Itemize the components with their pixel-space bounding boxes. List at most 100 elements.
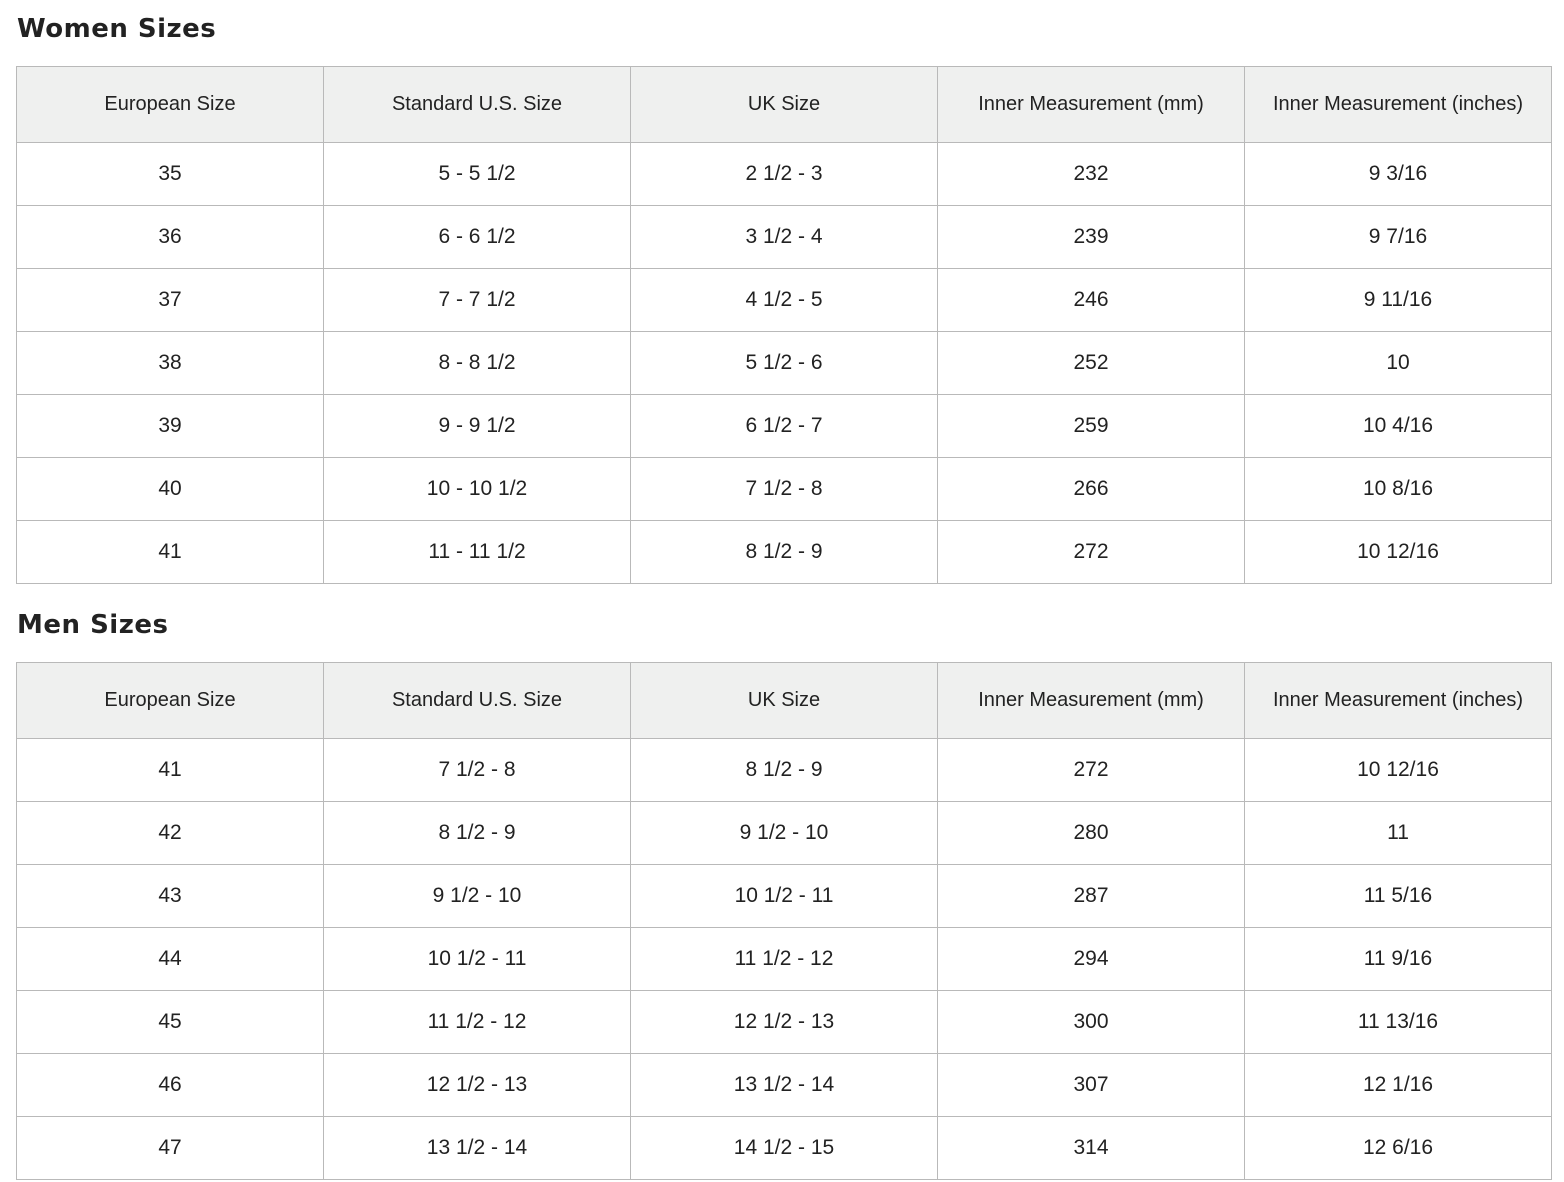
cell-inner-mm: 272	[937, 520, 1245, 584]
cell-inner-mm: 259	[937, 394, 1245, 458]
women-sizes-title: Women Sizes	[17, 14, 217, 44]
cell-european-size: 47	[16, 1116, 324, 1180]
cell-inner-inches: 9 7/16	[1244, 205, 1552, 269]
column-header-uk-size: UK Size	[630, 662, 938, 739]
column-header-inner-mm: Inner Measurement (mm)	[937, 66, 1245, 143]
table-row: 39 9 - 9 1/2 6 1/2 - 7 259 10 4/16	[16, 394, 1552, 458]
cell-inner-mm: 314	[937, 1116, 1245, 1180]
table-row: 35 5 - 5 1/2 2 1/2 - 3 232 9 3/16	[16, 142, 1552, 206]
cell-inner-mm: 287	[937, 864, 1245, 928]
cell-inner-inches: 11 13/16	[1244, 990, 1552, 1054]
cell-uk-size: 13 1/2 - 14	[630, 1053, 938, 1117]
cell-us-size: 12 1/2 - 13	[323, 1053, 631, 1117]
cell-uk-size: 11 1/2 - 12	[630, 927, 938, 991]
cell-us-size: 7 - 7 1/2	[323, 268, 631, 332]
cell-european-size: 36	[16, 205, 324, 269]
cell-inner-inches: 10 12/16	[1244, 520, 1552, 584]
table-row: 44 10 1/2 - 11 11 1/2 - 12 294 11 9/16	[16, 927, 1552, 991]
cell-inner-mm: 272	[937, 738, 1245, 802]
cell-uk-size: 3 1/2 - 4	[630, 205, 938, 269]
cell-us-size: 5 - 5 1/2	[323, 142, 631, 206]
column-header-us-size: Standard U.S. Size	[323, 66, 631, 143]
column-header-inner-inches: Inner Measurement (inches)	[1244, 662, 1552, 739]
column-header-inner-inches: Inner Measurement (inches)	[1244, 66, 1552, 143]
cell-inner-inches: 11 5/16	[1244, 864, 1552, 928]
cell-uk-size: 4 1/2 - 5	[630, 268, 938, 332]
cell-inner-inches: 9 3/16	[1244, 142, 1552, 206]
column-header-uk-size: UK Size	[630, 66, 938, 143]
cell-us-size: 6 - 6 1/2	[323, 205, 631, 269]
men-sizes-title: Men Sizes	[17, 610, 169, 640]
cell-inner-mm: 280	[937, 801, 1245, 865]
column-header-inner-mm: Inner Measurement (mm)	[937, 662, 1245, 739]
column-header-us-size: Standard U.S. Size	[323, 662, 631, 739]
cell-inner-mm: 239	[937, 205, 1245, 269]
cell-inner-inches: 10 4/16	[1244, 394, 1552, 458]
cell-uk-size: 5 1/2 - 6	[630, 331, 938, 395]
cell-us-size: 10 1/2 - 11	[323, 927, 631, 991]
cell-us-size: 11 1/2 - 12	[323, 990, 631, 1054]
cell-inner-inches: 12 1/16	[1244, 1053, 1552, 1117]
table-row: 45 11 1/2 - 12 12 1/2 - 13 300 11 13/16	[16, 990, 1552, 1054]
cell-european-size: 38	[16, 331, 324, 395]
cell-us-size: 10 - 10 1/2	[323, 457, 631, 521]
cell-inner-inches: 12 6/16	[1244, 1116, 1552, 1180]
cell-uk-size: 8 1/2 - 9	[630, 738, 938, 802]
cell-uk-size: 12 1/2 - 13	[630, 990, 938, 1054]
cell-european-size: 40	[16, 457, 324, 521]
cell-us-size: 11 - 11 1/2	[323, 520, 631, 584]
cell-european-size: 46	[16, 1053, 324, 1117]
table-row: 38 8 - 8 1/2 5 1/2 - 6 252 10	[16, 331, 1552, 395]
cell-inner-mm: 266	[937, 457, 1245, 521]
cell-uk-size: 7 1/2 - 8	[630, 457, 938, 521]
cell-european-size: 35	[16, 142, 324, 206]
table-row: 43 9 1/2 - 10 10 1/2 - 11 287 11 5/16	[16, 864, 1552, 928]
cell-european-size: 41	[16, 738, 324, 802]
cell-uk-size: 2 1/2 - 3	[630, 142, 938, 206]
table-row: 46 12 1/2 - 13 13 1/2 - 14 307 12 1/16	[16, 1053, 1552, 1117]
cell-us-size: 9 1/2 - 10	[323, 864, 631, 928]
cell-us-size: 8 1/2 - 9	[323, 801, 631, 865]
cell-european-size: 39	[16, 394, 324, 458]
table-row: 37 7 - 7 1/2 4 1/2 - 5 246 9 11/16	[16, 268, 1552, 332]
men-sizes-table: European Size Standard U.S. Size UK Size In…	[16, 662, 1552, 1180]
cell-inner-inches: 11 9/16	[1244, 927, 1552, 991]
column-header-european-size: European Size	[16, 662, 324, 739]
women-sizes-table: European Size Standard U.S. Size UK Size In…	[16, 66, 1552, 584]
table-row: 36 6 - 6 1/2 3 1/2 - 4 239 9 7/16	[16, 205, 1552, 269]
cell-inner-inches: 11	[1244, 801, 1552, 865]
cell-us-size: 9 - 9 1/2	[323, 394, 631, 458]
cell-us-size: 7 1/2 - 8	[323, 738, 631, 802]
cell-european-size: 41	[16, 520, 324, 584]
cell-inner-inches: 10	[1244, 331, 1552, 395]
column-header-european-size: European Size	[16, 66, 324, 143]
cell-inner-mm: 294	[937, 927, 1245, 991]
cell-inner-mm: 232	[937, 142, 1245, 206]
cell-inner-mm: 307	[937, 1053, 1245, 1117]
table-row: 41 11 - 11 1/2 8 1/2 - 9 272 10 12/16	[16, 520, 1552, 584]
cell-inner-mm: 252	[937, 331, 1245, 395]
cell-inner-inches: 9 11/16	[1244, 268, 1552, 332]
table-row: 40 10 - 10 1/2 7 1/2 - 8 266 10 8/16	[16, 457, 1552, 521]
cell-inner-inches: 10 8/16	[1244, 457, 1552, 521]
header-row: European Size Standard U.S. Size UK Size In…	[16, 662, 1552, 739]
cell-inner-mm: 300	[937, 990, 1245, 1054]
header-row: European Size Standard U.S. Size UK Size In…	[16, 66, 1552, 143]
cell-european-size: 37	[16, 268, 324, 332]
cell-european-size: 43	[16, 864, 324, 928]
cell-uk-size: 9 1/2 - 10	[630, 801, 938, 865]
cell-european-size: 45	[16, 990, 324, 1054]
cell-inner-mm: 246	[937, 268, 1245, 332]
table-row: 47 13 1/2 - 14 14 1/2 - 15 314 12 6/16	[16, 1116, 1552, 1180]
cell-us-size: 13 1/2 - 14	[323, 1116, 631, 1180]
cell-uk-size: 6 1/2 - 7	[630, 394, 938, 458]
cell-us-size: 8 - 8 1/2	[323, 331, 631, 395]
cell-inner-inches: 10 12/16	[1244, 738, 1552, 802]
cell-uk-size: 10 1/2 - 11	[630, 864, 938, 928]
cell-uk-size: 14 1/2 - 15	[630, 1116, 938, 1180]
cell-uk-size: 8 1/2 - 9	[630, 520, 938, 584]
cell-european-size: 42	[16, 801, 324, 865]
cell-european-size: 44	[16, 927, 324, 991]
